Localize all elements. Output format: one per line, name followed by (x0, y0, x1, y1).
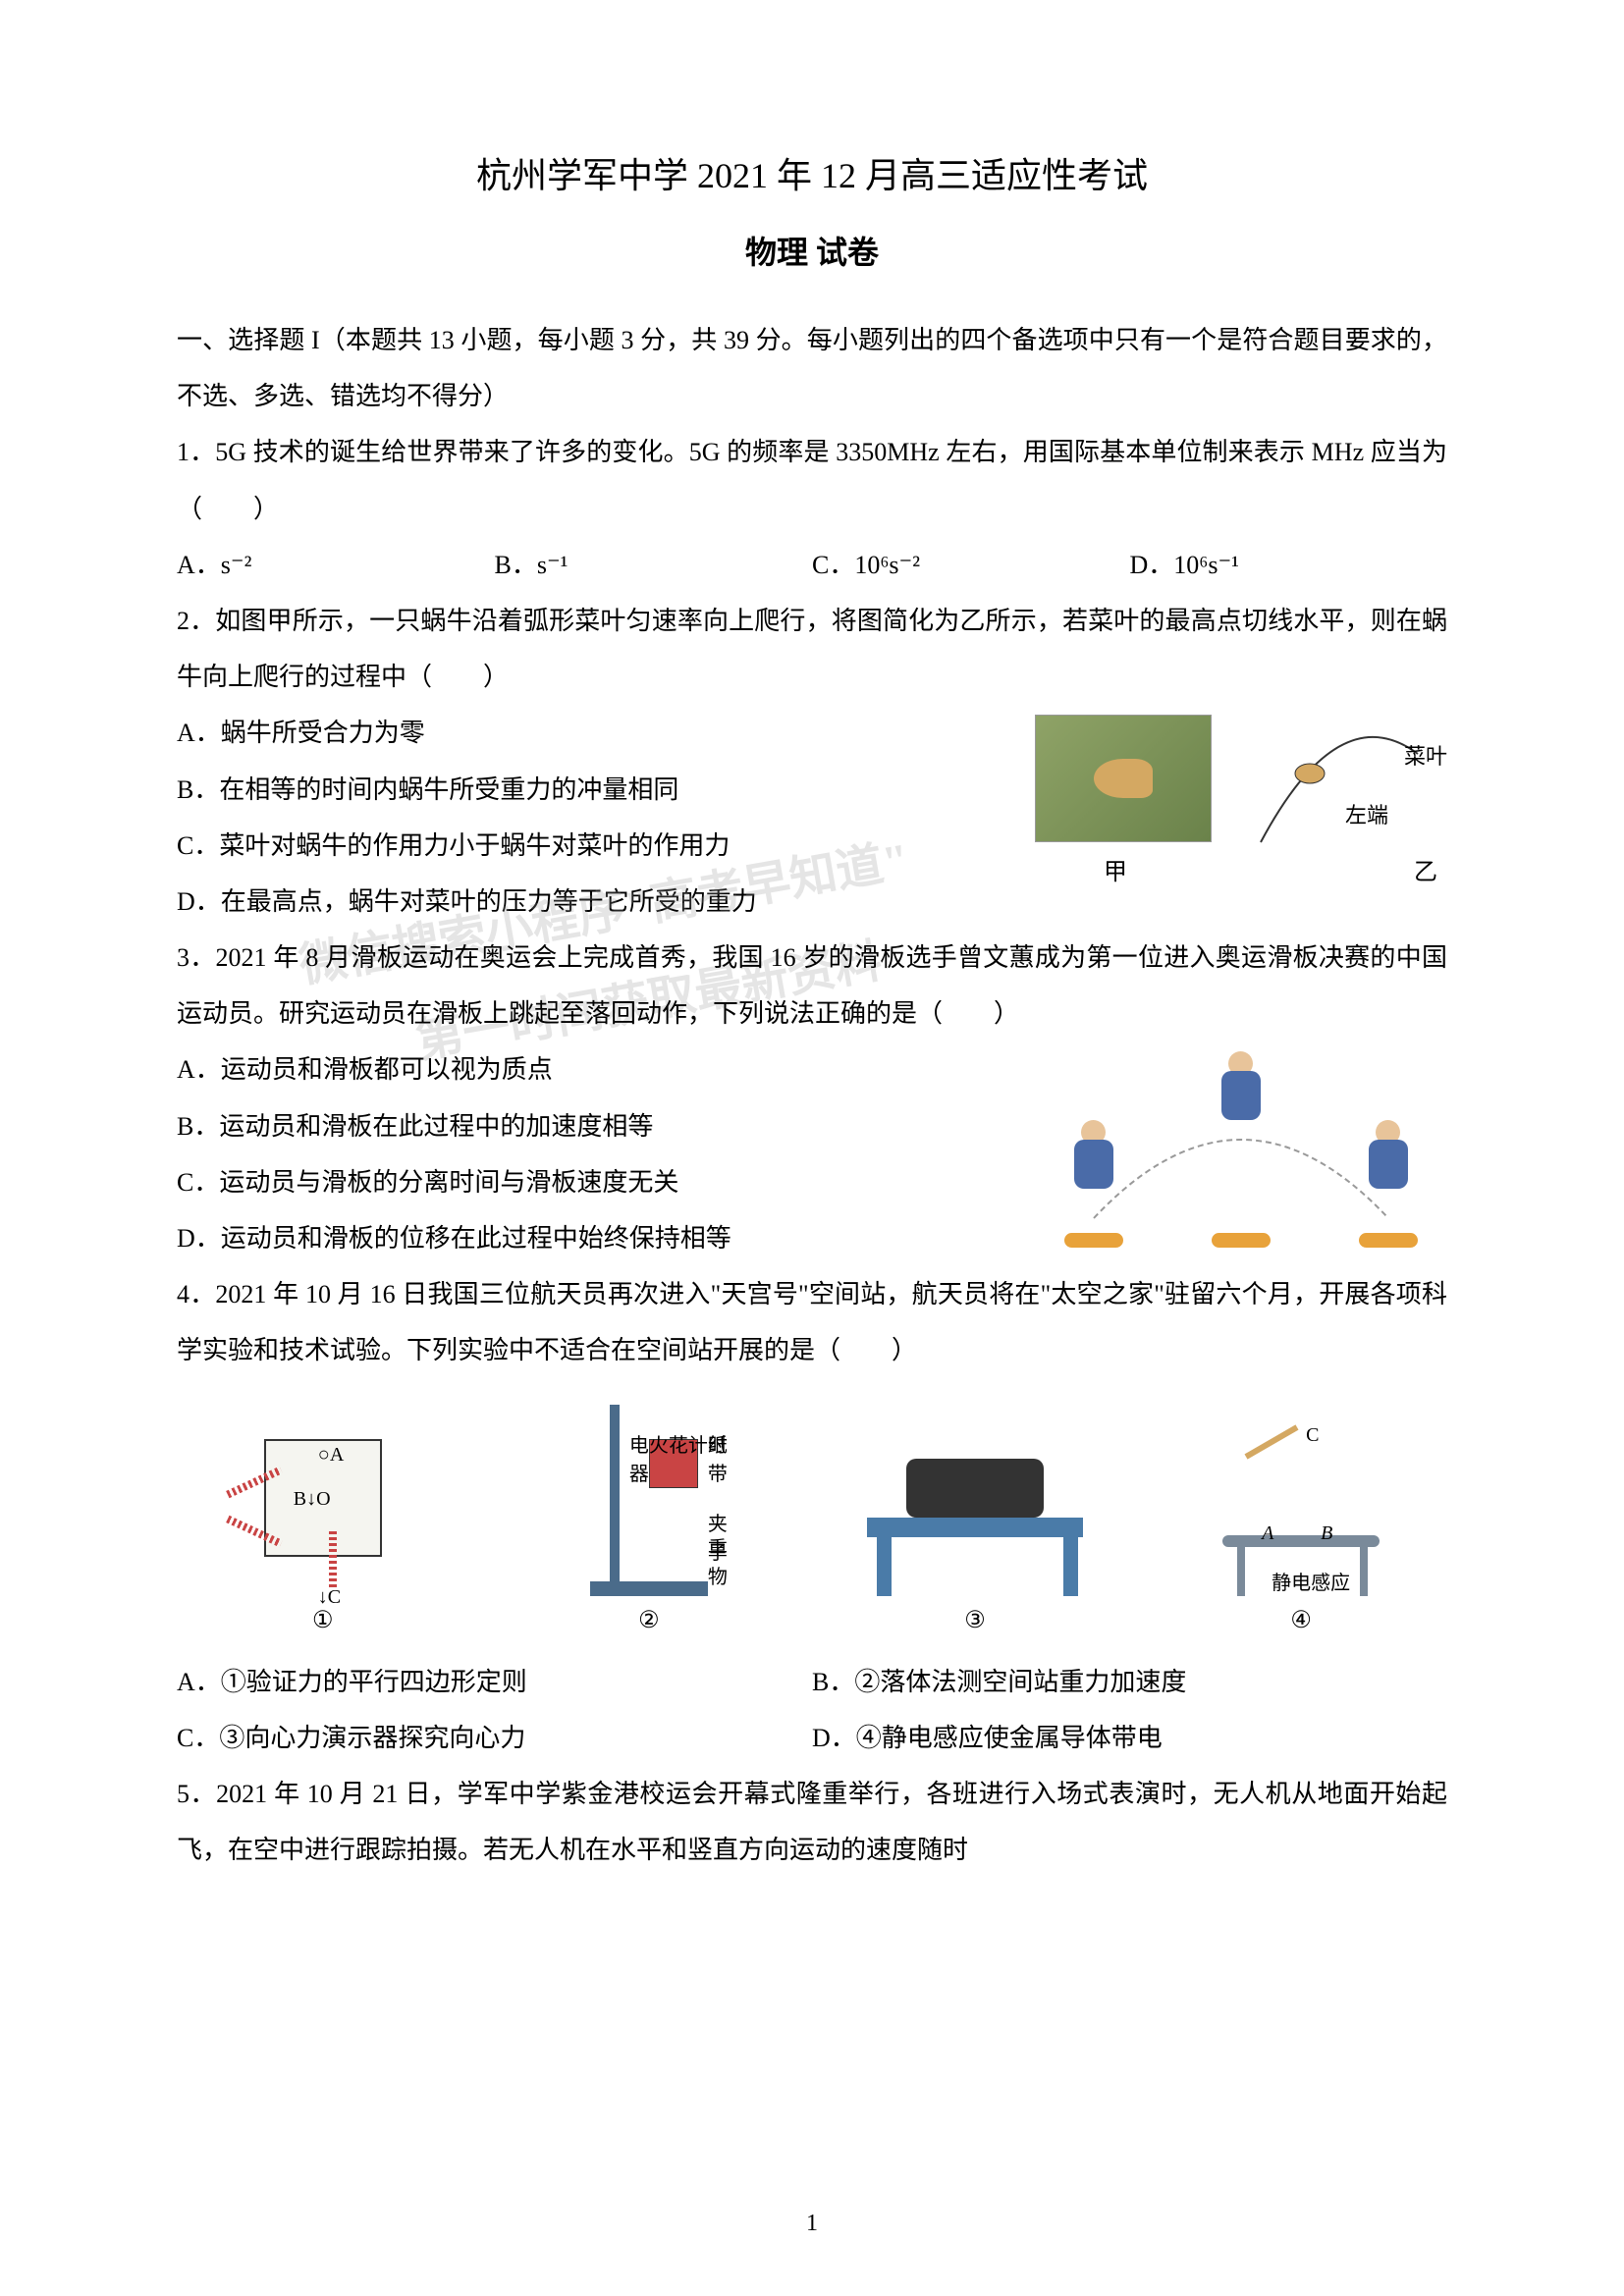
exp3-label: ③ (964, 1606, 986, 1634)
q3-optB: B．运动员和滑板在此过程中的加速度相等 (177, 1098, 1015, 1154)
exp1: ○A B↓O ↓C ① (177, 1399, 469, 1634)
q3-figure (1035, 1041, 1447, 1257)
page-number: 1 (806, 2211, 818, 2237)
exp3: ③ (829, 1399, 1121, 1634)
q4-optC: C．③向心力演示器探究向心力 (177, 1710, 812, 1766)
q2-optB: B．在相等的时间内蜗牛所受重力的冲量相同 (177, 762, 1015, 818)
q4-options: A．①验证力的平行四边形定则 B．②落体法测空间站重力加速度 C．③向心力演示器… (177, 1654, 1447, 1766)
exp2: 电火花计时器 纸带 夹子 重物 ② (503, 1399, 795, 1634)
q4-text: 4．2021 年 10 月 16 日我国三位航天员再次进入"天宫号"空间站，航天… (177, 1266, 1447, 1378)
q4-optA: A．①验证力的平行四边形定则 (177, 1654, 812, 1710)
label-zuoduan: 左端 (1345, 798, 1388, 829)
skateboard2 (1212, 1233, 1271, 1248)
q4-figures: ○A B↓O ↓C ① 电火花计时器 纸带 夹子 重物 ② ③ (177, 1399, 1447, 1634)
exam-title: 杭州学军中学 2021 年 12 月高三适应性考试 (177, 147, 1447, 198)
q4-optB: B．②落体法测空间站重力加速度 (812, 1654, 1447, 1710)
q2-text: 2．如图甲所示，一只蜗牛沿着弧形菜叶匀速率向上爬行，将图简化为乙所示，若菜叶的最… (177, 593, 1447, 705)
q3-optA: A．运动员和滑板都可以视为质点 (177, 1041, 1015, 1097)
label-yi: 乙 (1414, 852, 1437, 886)
label-caiye: 菜叶 (1404, 739, 1447, 771)
q5-text: 5．2021 年 10 月 21 日，学军中学紫金港校运会开幕式隆重举行，各班进… (177, 1766, 1447, 1878)
q2-optD: D．在最高点，蜗牛对菜叶的压力等于它所受的重力 (177, 874, 1015, 930)
q2-optC: C．菜叶对蜗牛的作用力小于蜗牛对菜叶的作用力 (177, 818, 1015, 874)
q3-optC: C．运动员与滑板的分离时间与滑板速度无关 (177, 1154, 1015, 1210)
q1-optC: C．10⁶s⁻² (812, 537, 1130, 593)
exp1-label: ① (312, 1606, 334, 1634)
q1-options: A．s⁻² B．s⁻¹ C．10⁶s⁻² D．10⁶s⁻¹ (177, 537, 1447, 593)
q3-text: 3．2021 年 8 月滑板运动在奥运会上完成首秀，我国 16 岁的滑板选手曾文… (177, 930, 1447, 1041)
arc-diagram (1251, 715, 1428, 862)
q1-optA: A．s⁻² (177, 537, 495, 593)
q1-optD: D．10⁶s⁻¹ (1130, 537, 1448, 593)
exp4-label: ④ (1290, 1606, 1312, 1634)
skater3 (1349, 1120, 1428, 1238)
skater2 (1202, 1051, 1280, 1169)
q1-text: 1．5G 技术的诞生给世界带来了许多的变化。5G 的频率是 3350MHz 左右… (177, 424, 1447, 536)
section1-header: 一、选择题 I（本题共 13 小题，每小题 3 分，共 39 分。每小题列出的四… (177, 312, 1447, 424)
skater1 (1055, 1120, 1133, 1238)
exam-subtitle: 物理 试卷 (177, 228, 1447, 273)
q3-optD: D．运动员和滑板的位移在此过程中始终保持相等 (177, 1210, 1015, 1266)
exp2-label: ② (638, 1606, 660, 1634)
skateboard3 (1359, 1233, 1418, 1248)
q1-optB: B．s⁻¹ (495, 537, 813, 593)
snail-photo (1035, 715, 1212, 842)
snail-icon (1094, 759, 1153, 798)
skateboard1 (1064, 1233, 1123, 1248)
q2-options: A．蜗牛所受合力为零 B．在相等的时间内蜗牛所受重力的冲量相同 C．菜叶对蜗牛的… (177, 705, 1015, 930)
label-jia: 甲 (1104, 852, 1127, 886)
q2-figure: 甲 乙 菜叶 左端 (1035, 705, 1447, 901)
q3-options: A．运动员和滑板都可以视为质点 B．运动员和滑板在此过程中的加速度相等 C．运动… (177, 1041, 1015, 1266)
exp4: C A B 静电感应 ④ (1155, 1399, 1447, 1634)
q2-optA: A．蜗牛所受合力为零 (177, 705, 1015, 761)
q4-optD: D．④静电感应使金属导体带电 (812, 1710, 1447, 1766)
